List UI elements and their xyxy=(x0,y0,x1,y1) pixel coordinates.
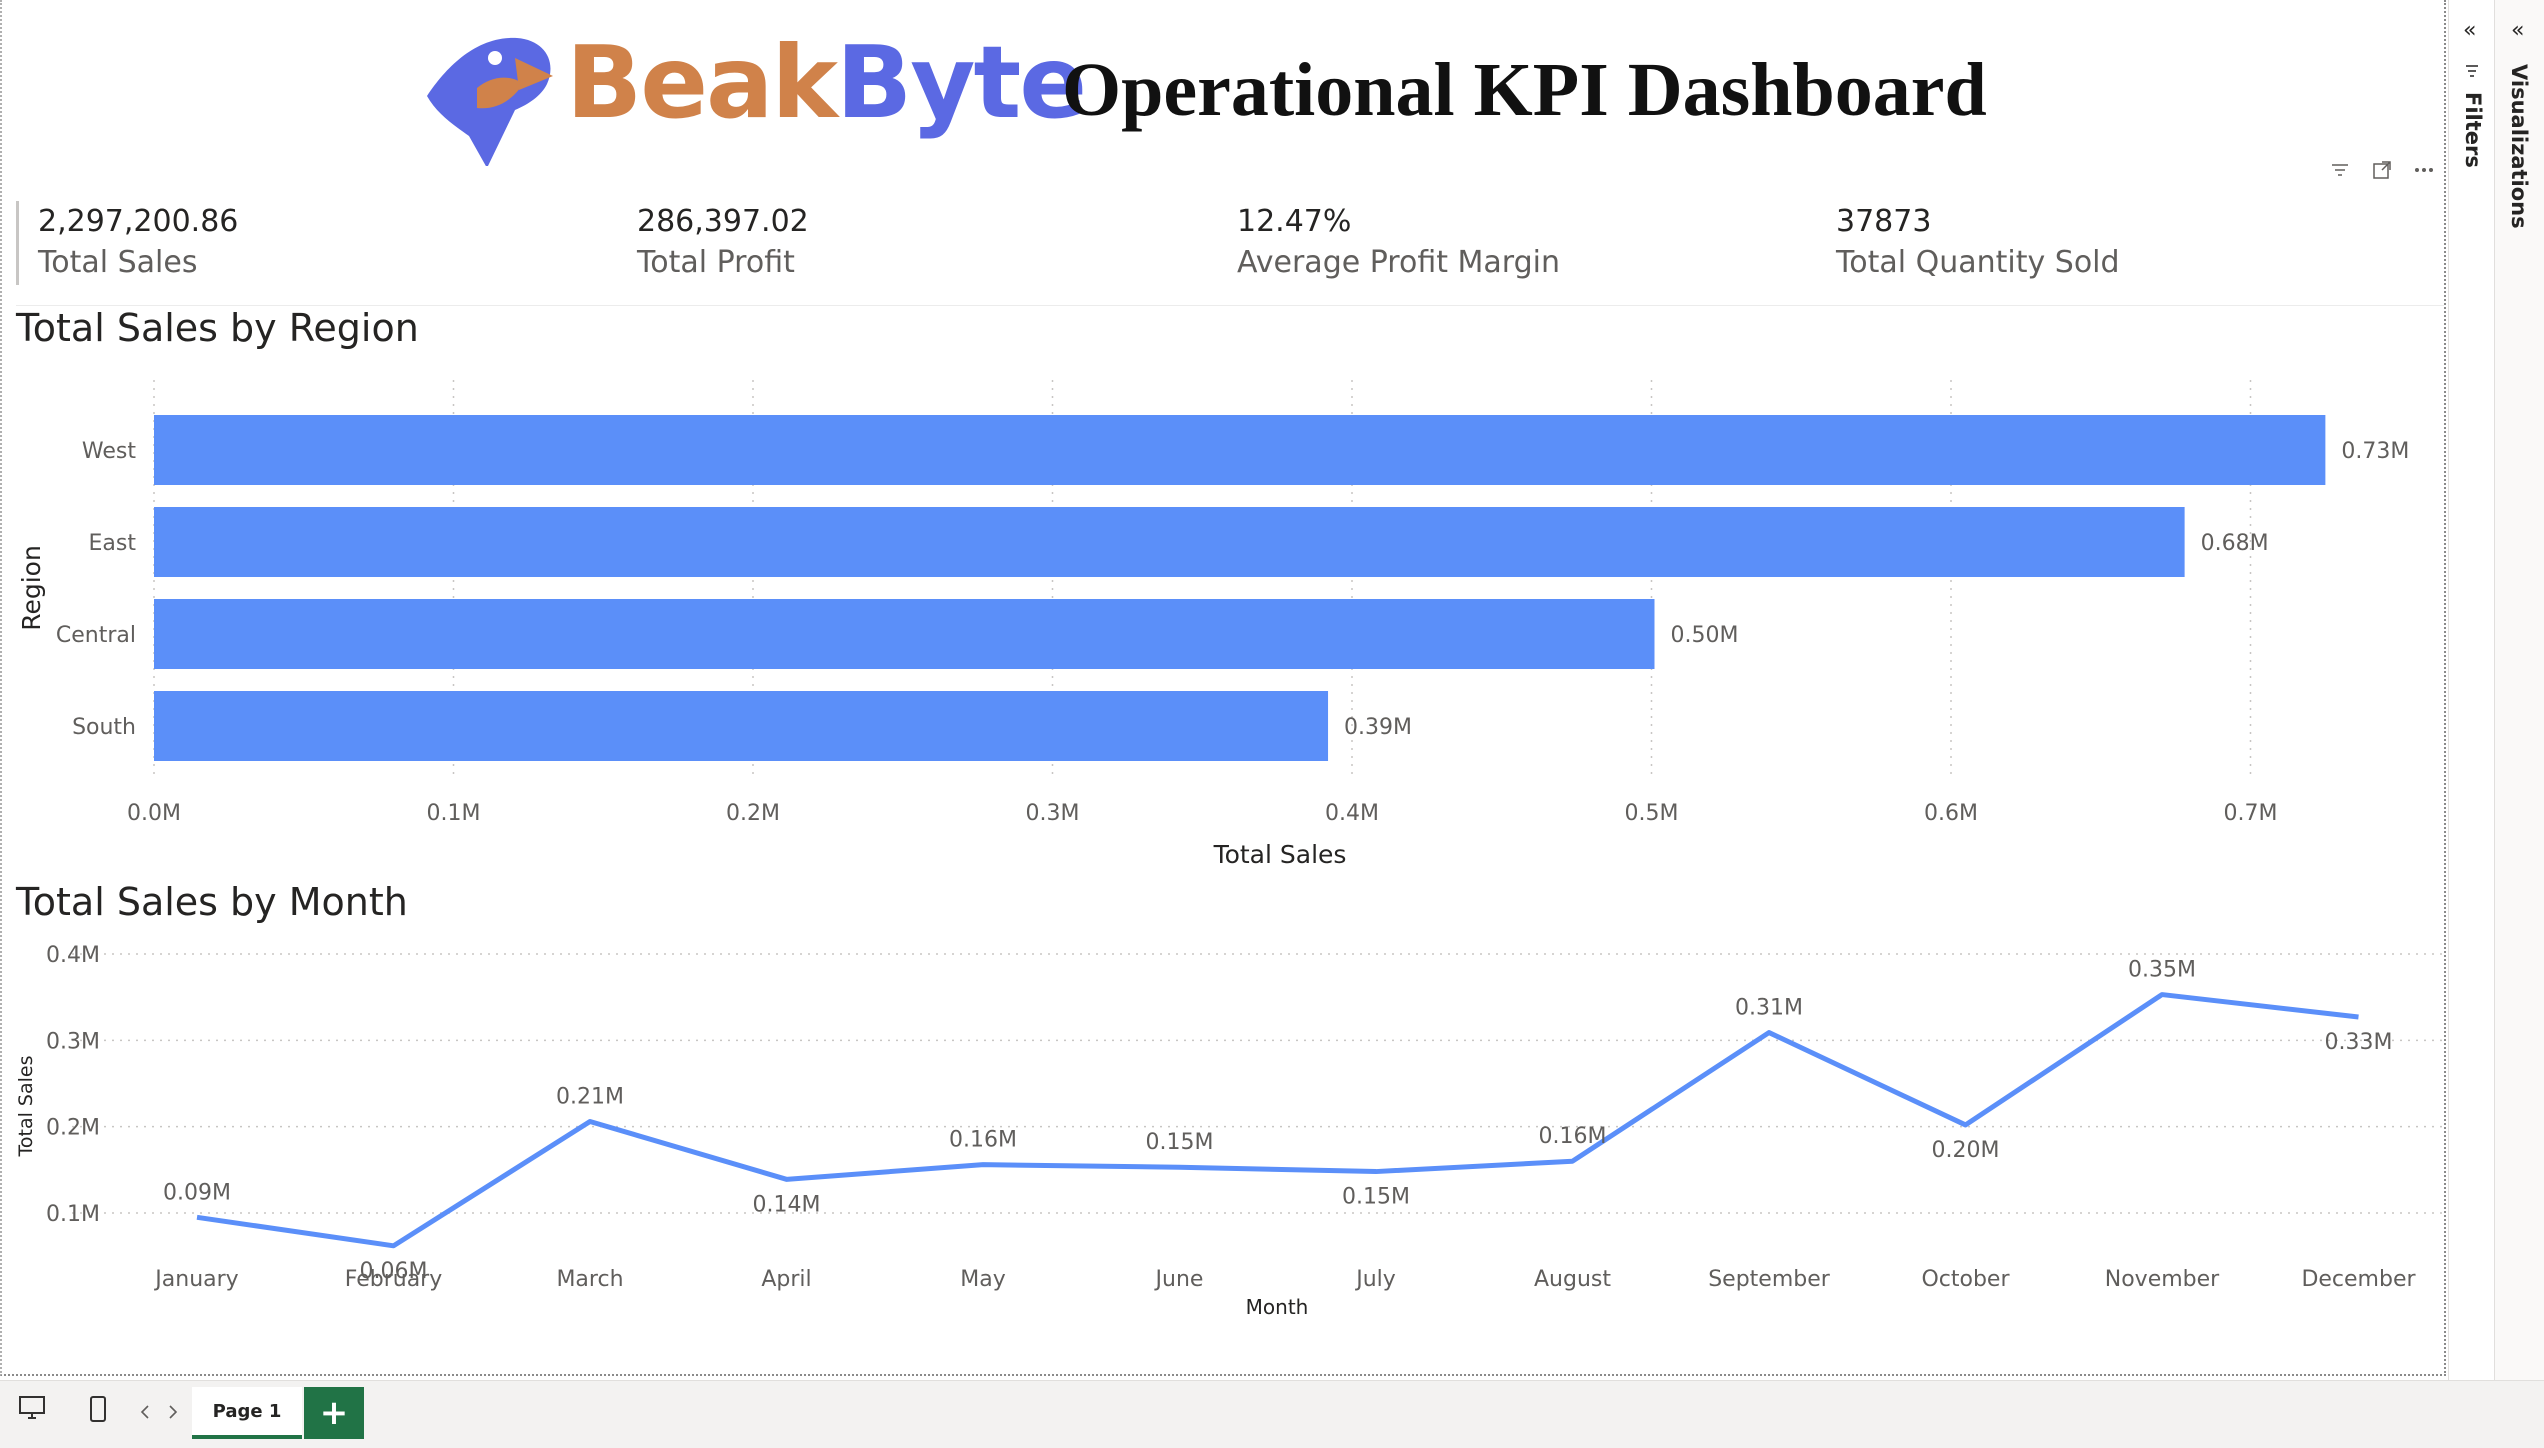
filters-pane-label: Filters xyxy=(2461,92,2485,168)
visualizations-pane-label: Visualizations xyxy=(2507,64,2531,229)
desktop-layout-icon[interactable] xyxy=(18,1395,46,1421)
x-axis-title: Total Sales xyxy=(1213,840,1347,869)
bar-central[interactable] xyxy=(154,599,1655,669)
data-label: 0.21M xyxy=(556,1084,624,1109)
next-page-icon[interactable] xyxy=(168,1405,178,1419)
bar-east[interactable] xyxy=(154,507,2185,577)
kpi-total-quantity-sold: 37873 Total Quantity Sold xyxy=(1836,201,2120,283)
kpi-value: 12.47% xyxy=(1237,204,1352,239)
brand-wordmark: BeakByte xyxy=(566,18,1087,148)
filter-icon[interactable] xyxy=(2330,160,2350,180)
data-label: 0.39M xyxy=(1344,715,1412,740)
bar-south[interactable] xyxy=(154,691,1329,761)
month-label: July xyxy=(1354,1267,1396,1292)
focus-mode-icon[interactable] xyxy=(2372,160,2392,180)
page-title: Operational KPI Dashboard xyxy=(1062,48,1987,132)
previous-page-icon[interactable] xyxy=(140,1405,150,1419)
kpi-card-strip[interactable]: 2,297,200.86 Total Sales 286,397.02 Tota… xyxy=(16,197,2444,306)
kpi-label: Total Quantity Sold xyxy=(1836,245,2120,280)
month-chart-title: Total Sales by Month xyxy=(16,880,408,924)
month-label: February xyxy=(345,1267,443,1292)
x-tick-label: 0.3M xyxy=(1026,801,1080,826)
data-label: 0.31M xyxy=(1735,996,1803,1021)
kpi-value: 286,397.02 xyxy=(637,204,809,239)
x-tick-label: 0.5M xyxy=(1625,801,1679,826)
tab-page-1[interactable]: Page 1 xyxy=(192,1387,302,1439)
page-navigation-bar: Page 1 + xyxy=(0,1380,2544,1448)
kpi-accent-bar xyxy=(16,201,19,285)
month-label: June xyxy=(1154,1267,1204,1292)
kpi-average-profit-margin: 12.47% Average Profit Margin xyxy=(1237,201,1560,283)
y-tick-label: 0.3M xyxy=(46,1029,100,1054)
region-bar-chart[interactable]: West East Central South 0.73M 0.68M 0.50M 0.39… xyxy=(2,360,2442,880)
month-label: August xyxy=(1534,1267,1611,1292)
data-label: 0.06M xyxy=(360,1259,428,1284)
x-tick-label: 0.2M xyxy=(726,801,780,826)
total-sales-line xyxy=(196,992,2359,1249)
month-label: March xyxy=(556,1267,623,1292)
data-label: 0.68M xyxy=(2201,531,2269,556)
category-label: West xyxy=(82,439,136,464)
visualizations-pane[interactable]: « Visualizations xyxy=(2494,0,2544,1380)
data-label: 0.15M xyxy=(1146,1130,1214,1155)
more-options-icon[interactable] xyxy=(2414,160,2434,180)
brand-beak-text: Beak xyxy=(566,24,838,141)
x-tick-label: 0.6M xyxy=(1924,801,1978,826)
collapse-chevron-icon[interactable]: « xyxy=(2511,18,2525,43)
category-label: Central xyxy=(56,623,136,648)
collapse-chevron-icon[interactable]: « xyxy=(2463,18,2477,43)
category-label: East xyxy=(89,531,137,556)
kpi-value: 2,297,200.86 xyxy=(38,204,239,239)
data-label: 0.50M xyxy=(1670,623,1738,648)
data-label: 0.09M xyxy=(163,1180,231,1205)
report-canvas: BeakByte Operational KPI Dashboard 2,297… xyxy=(0,0,2446,1376)
x-tick-label: 0.1M xyxy=(427,801,481,826)
y-tick-label: 0.4M xyxy=(46,943,100,968)
filter-icon xyxy=(2466,65,2478,77)
visual-header-tools xyxy=(2330,160,2434,180)
brand-byte-text: Byte xyxy=(836,24,1087,141)
category-label: South xyxy=(72,715,136,740)
kpi-total-profit: 286,397.02 Total Profit xyxy=(637,201,809,283)
y-axis-title: Region xyxy=(17,545,46,631)
month-label: May xyxy=(960,1267,1005,1292)
bar-west[interactable] xyxy=(154,415,2326,485)
kpi-value: 37873 xyxy=(1836,204,1932,239)
region-chart-title: Total Sales by Region xyxy=(16,306,419,350)
month-label: October xyxy=(1921,1267,2010,1292)
data-label: 0.20M xyxy=(1932,1138,2000,1163)
month-label: November xyxy=(2105,1267,2220,1292)
beakbyte-logo-icon xyxy=(427,37,553,166)
kpi-label: Average Profit Margin xyxy=(1237,245,1560,280)
mobile-layout-icon[interactable] xyxy=(88,1395,108,1423)
kpi-label: Total Sales xyxy=(38,245,198,280)
filters-pane[interactable]: « Filters xyxy=(2448,0,2495,1380)
kpi-total-sales: 2,297,200.86 Total Sales xyxy=(38,201,238,283)
month-label: September xyxy=(1708,1267,1831,1292)
data-label: 0.16M xyxy=(949,1128,1017,1153)
data-label: 0.16M xyxy=(1539,1124,1607,1149)
x-tick-label: 0.7M xyxy=(2224,801,2278,826)
x-tick-label: 0.4M xyxy=(1325,801,1379,826)
month-label: April xyxy=(761,1267,811,1292)
data-label: 0.33M xyxy=(2325,1030,2393,1055)
month-label: December xyxy=(2301,1267,2416,1292)
data-label: 0.14M xyxy=(753,1192,821,1217)
data-label: 0.73M xyxy=(2341,439,2409,464)
month-line-chart[interactable]: 0.1M 0.2M 0.3M 0.4M 0.09M 0.06M 0.21M 0.14M 0.1… xyxy=(2,930,2442,1330)
data-label: 0.35M xyxy=(2128,958,2196,983)
data-label: 0.15M xyxy=(1342,1185,1410,1210)
y-tick-label: 0.2M xyxy=(46,1116,100,1141)
x-axis-title: Month xyxy=(1246,1295,1309,1319)
y-tick-label: 0.1M xyxy=(46,1202,100,1227)
add-page-button[interactable]: + xyxy=(304,1387,364,1439)
kpi-label: Total Profit xyxy=(637,245,795,280)
month-label: January xyxy=(153,1267,238,1292)
y-axis-title: Total Sales xyxy=(15,1056,37,1158)
x-tick-label: 0.0M xyxy=(127,801,181,826)
